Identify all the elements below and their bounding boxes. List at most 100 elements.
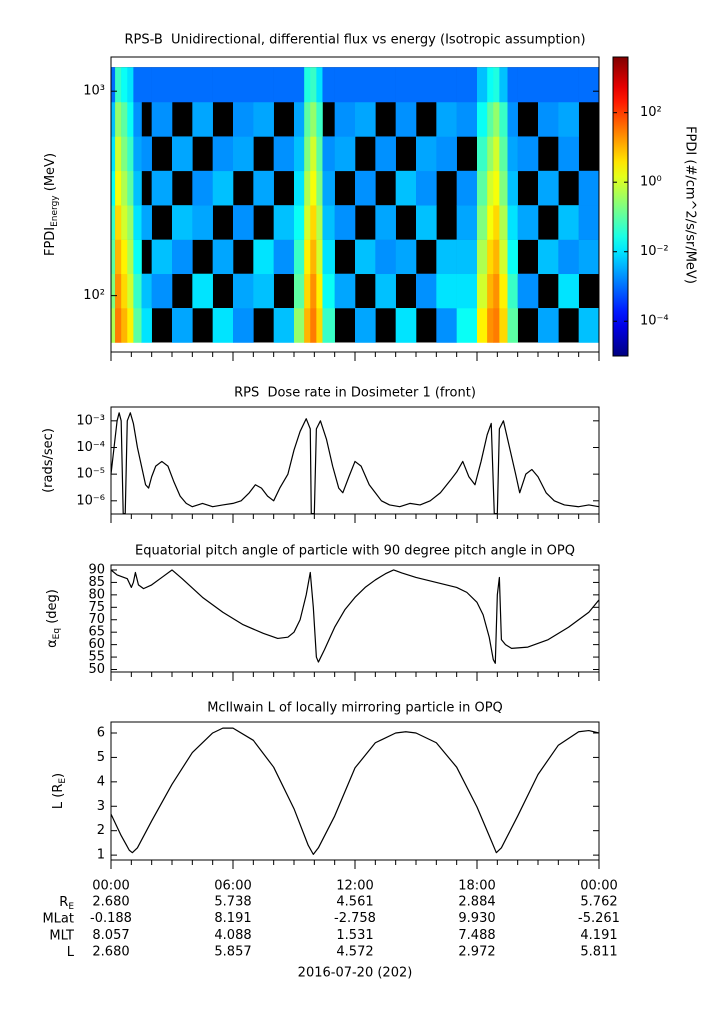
heatmap-cell xyxy=(111,273,116,309)
heatmap-cell xyxy=(141,67,152,103)
heatmap-cell xyxy=(133,136,142,172)
heatmap-cell xyxy=(115,101,122,137)
heatmap-cell xyxy=(111,170,116,206)
heatmap-cell xyxy=(133,307,142,343)
heatmap-cell xyxy=(493,273,500,309)
heatmap-cell xyxy=(477,307,488,343)
heatmap-cell xyxy=(493,239,500,275)
heatmap-cell xyxy=(477,239,488,275)
y-axis-label-part: L (R xyxy=(51,784,66,809)
heatmap-cell xyxy=(316,273,323,309)
x-tick-label: 12:00 xyxy=(336,879,373,894)
heatmap-cell xyxy=(538,239,559,275)
heatmap-cell xyxy=(192,67,213,103)
heatmap-cell xyxy=(477,136,488,172)
heatmap-cell xyxy=(121,239,128,275)
heatmap-cell xyxy=(507,273,518,309)
heatmap-cell xyxy=(395,101,417,137)
heatmap-cell xyxy=(253,101,274,137)
ephemeris-value: 2.972 xyxy=(458,945,495,960)
heatmap-cell xyxy=(111,239,116,275)
ephemeris-row-label: RE xyxy=(59,895,74,912)
heatmap-cell xyxy=(507,239,518,275)
heatmap-cell xyxy=(212,136,234,172)
heatmap-cell xyxy=(141,273,152,309)
heatmap-cell xyxy=(487,67,494,103)
heatmap-cell xyxy=(477,170,488,206)
heatmap-cell xyxy=(316,101,323,137)
heatmap-cell xyxy=(316,239,323,275)
heatmap-cell xyxy=(499,205,508,240)
x-tick-label: 06:00 xyxy=(214,879,251,894)
heatmap-cell xyxy=(212,67,234,103)
heatmap-cell xyxy=(499,273,508,309)
y-tick-label: 1 xyxy=(97,848,105,863)
ephemeris-value: 2.884 xyxy=(458,895,495,910)
ephemeris-row-label-part: R xyxy=(59,895,68,910)
heatmap-cell xyxy=(558,273,579,309)
heatmap-cell xyxy=(133,239,142,275)
heatmap-cell xyxy=(322,170,335,206)
heatmap-cell xyxy=(517,273,539,309)
heatmap-cell xyxy=(487,307,494,343)
heatmap-cell xyxy=(487,239,494,275)
heatmap-cell xyxy=(273,136,295,172)
y-tick-label: 10³ xyxy=(83,84,105,99)
heatmap-cell xyxy=(310,67,317,103)
heatmap-cell xyxy=(127,307,134,343)
heatmap-cell xyxy=(172,205,193,240)
colorbar xyxy=(612,56,629,357)
heatmap-cell xyxy=(334,273,356,309)
heatmap-cell xyxy=(115,136,122,172)
heatmap-cell xyxy=(499,307,508,343)
heatmap-cell xyxy=(127,101,134,137)
heatmap-cell xyxy=(578,170,600,206)
heatmap-cell xyxy=(456,273,478,309)
heatmap-cell xyxy=(395,239,417,275)
heatmap-cell xyxy=(115,239,122,275)
y-axis-label-part: Eq xyxy=(52,628,62,639)
heatmap-cell xyxy=(416,136,437,172)
heatmap-cell xyxy=(493,67,500,103)
heatmap-cell xyxy=(141,307,152,343)
heatmap-cell xyxy=(151,170,173,206)
heatmap-cell xyxy=(507,205,518,240)
x-tick-label: 00:00 xyxy=(580,879,617,894)
ephemeris-value: 4.561 xyxy=(336,895,373,910)
heatmap-cell xyxy=(192,273,213,309)
panel-title: Equatorial pitch angle of particle with … xyxy=(135,544,575,559)
heatmap-cell xyxy=(316,307,323,343)
heatmap-cell xyxy=(212,307,234,343)
heatmap-cell xyxy=(507,101,518,137)
y-tick-label: 60 xyxy=(88,637,105,652)
heatmap-cell xyxy=(212,239,234,275)
heatmap-cell xyxy=(578,239,600,275)
y-tick-label: 10⁻³ xyxy=(76,413,105,428)
heatmap-cell xyxy=(316,170,323,206)
heatmap-cell xyxy=(294,239,305,275)
heatmap-cell xyxy=(436,307,457,343)
y-tick-label: 85 xyxy=(88,575,105,590)
heatmap-cell xyxy=(487,273,494,309)
heatmap-cell xyxy=(310,101,317,137)
heatmap-cell xyxy=(355,101,376,137)
heatmap-cell xyxy=(538,67,559,103)
ephemeris-value: 4.191 xyxy=(580,928,617,943)
heatmap-cell xyxy=(192,205,213,240)
heatmap-cell xyxy=(233,205,254,240)
heatmap-cell xyxy=(127,136,134,172)
heatmap-cell xyxy=(558,101,579,137)
y-tick-label: 10² xyxy=(83,288,105,303)
heatmap-cell xyxy=(578,307,600,343)
colorbar-label: FPDI (#/cm^2/s/sr/MeV) xyxy=(683,126,698,284)
heatmap-cell xyxy=(294,205,305,240)
y-tick-label: 70 xyxy=(88,612,105,627)
ephemeris-value: 5.762 xyxy=(580,895,617,910)
y-axis-label: αEq (deg) xyxy=(45,589,62,648)
y-tick-label: 90 xyxy=(88,562,105,577)
heatmap-cell xyxy=(127,205,134,240)
heatmap-cell xyxy=(111,67,116,103)
colorbar-tick-label: 10⁻⁴ xyxy=(640,314,669,329)
heatmap-cell xyxy=(493,101,500,137)
heatmap-cell xyxy=(111,136,116,172)
